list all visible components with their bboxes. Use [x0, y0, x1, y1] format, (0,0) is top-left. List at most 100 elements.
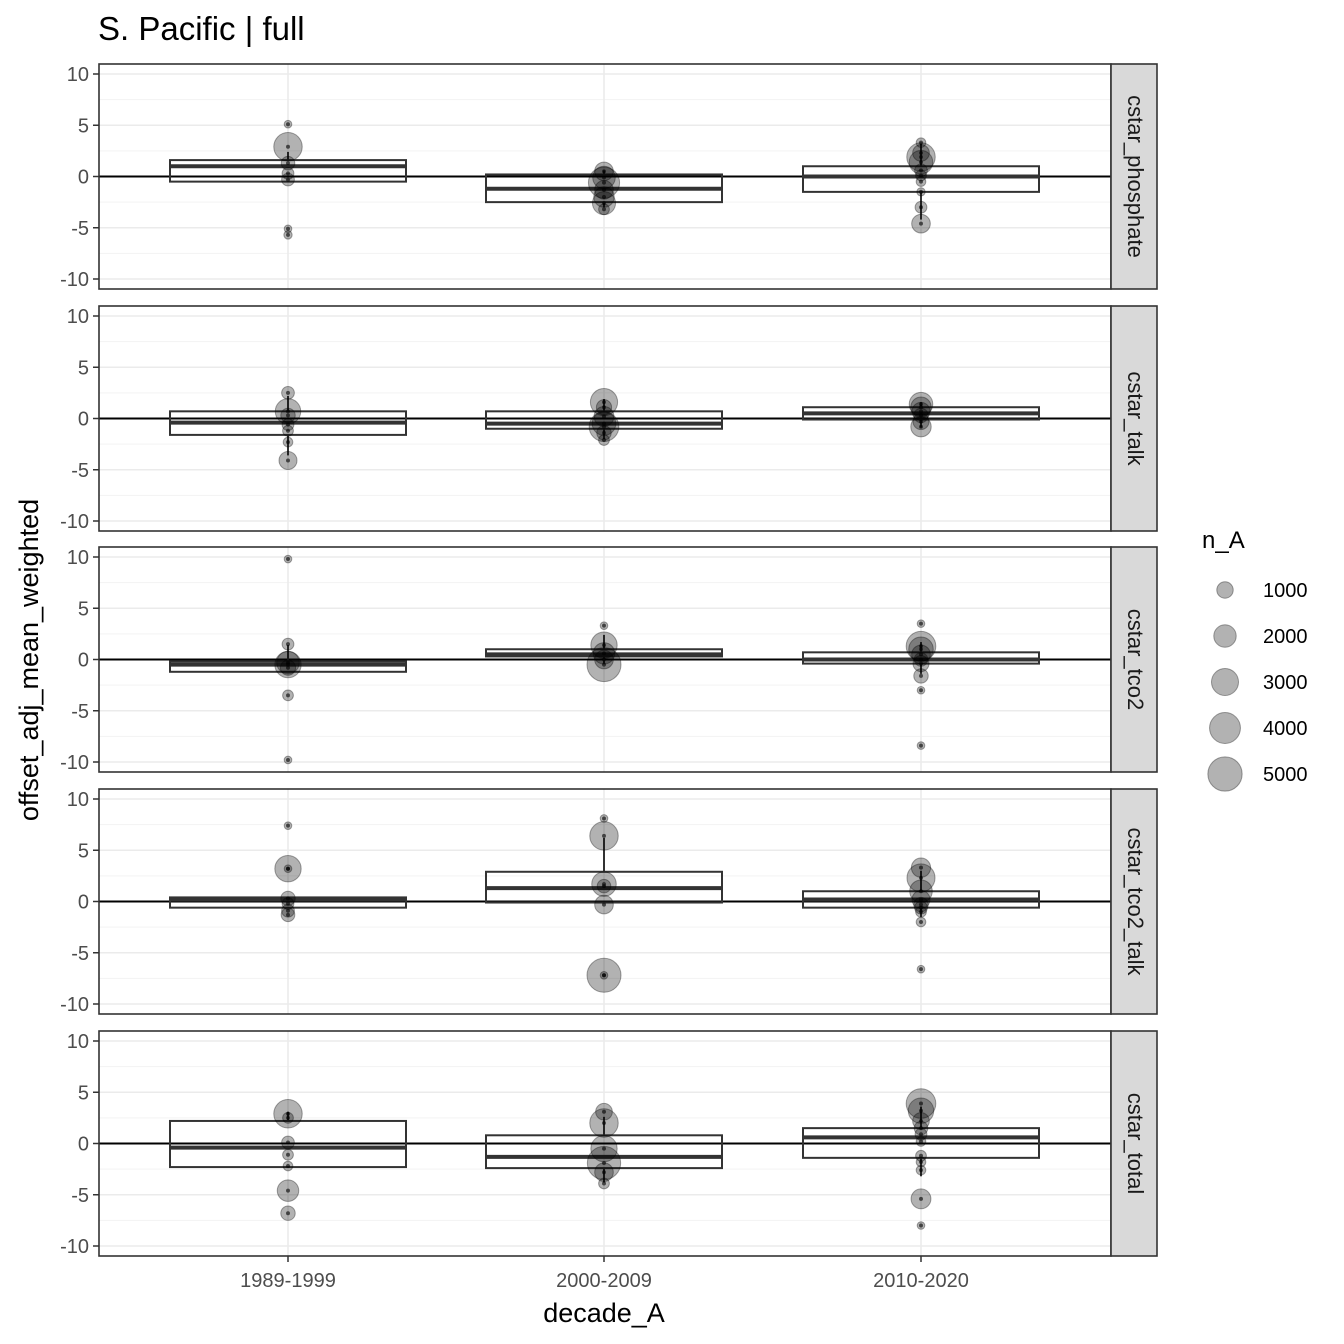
data-point-center	[919, 1101, 923, 1106]
data-point-center	[286, 557, 290, 562]
data-point-center	[919, 1118, 923, 1123]
data-point-center	[602, 657, 606, 662]
data-point-center	[919, 1159, 923, 1164]
x-tick-label: 1989-1999	[240, 1270, 336, 1292]
data-point-center	[919, 189, 923, 194]
data-point-center	[286, 665, 290, 670]
data-point-center	[919, 1223, 923, 1228]
data-point-center	[602, 201, 606, 206]
y-tick-label: -10	[60, 994, 89, 1016]
legend-label: 3000	[1263, 672, 1308, 694]
y-tick-label: -5	[71, 701, 89, 723]
data-point-center	[286, 1115, 290, 1120]
data-point-center	[602, 195, 606, 199]
data-point-center	[919, 155, 923, 160]
legend-label: 5000	[1263, 764, 1308, 786]
y-axis-label: offset_adj_mean_weighted	[14, 499, 44, 821]
data-point-center	[919, 413, 923, 418]
box-rect	[169, 159, 407, 183]
data-point-center	[919, 168, 923, 173]
data-point-center	[286, 693, 290, 698]
facet-strip	[1110, 63, 1158, 290]
data-point-center	[602, 180, 606, 185]
box-1989-1999	[169, 151, 407, 183]
data-point-center	[602, 623, 606, 628]
data-point-center	[602, 1109, 606, 1114]
data-point-center	[919, 688, 923, 693]
data-point-center	[286, 458, 290, 463]
y-tick-label: 0	[78, 650, 89, 672]
y-tick-label: -5	[71, 460, 89, 482]
box-rect	[485, 410, 723, 430]
data-point-center	[286, 1211, 290, 1216]
data-point-center	[602, 187, 606, 192]
data-point-center	[919, 905, 923, 910]
y-tick-label: 10	[67, 547, 89, 569]
data-point-center	[602, 400, 606, 405]
data-point-center	[602, 1181, 606, 1186]
data-point-center	[919, 673, 923, 678]
data-point-center	[919, 1108, 923, 1113]
data-point-center	[919, 1153, 923, 1158]
facet-panel-cstar_phosphate: 10 5 0 -5 -10 cstar_phosphate	[60, 63, 1158, 291]
data-point-center	[286, 144, 290, 149]
data-point-center	[919, 173, 923, 178]
data-point-center	[286, 866, 290, 871]
data-point-center	[286, 177, 290, 182]
y-tick-label: 10	[67, 1031, 89, 1053]
facet-strip-label: cstar_tco2_talk	[1123, 828, 1148, 977]
legend: n_A 1000 2000 3000 4000 5000	[1202, 527, 1308, 792]
data-point-center	[602, 884, 606, 889]
y-tick-label: 5	[78, 840, 89, 862]
legend-key	[1216, 581, 1234, 599]
data-point-center	[919, 920, 923, 924]
data-point-center	[919, 1126, 923, 1131]
data-point-center	[919, 179, 923, 184]
y-tick-label: 0	[78, 1134, 89, 1156]
data-point-center	[286, 1164, 290, 1169]
chart-title: S. Pacific | full	[98, 10, 305, 47]
data-point-center	[919, 409, 923, 414]
data-point-center	[602, 662, 606, 667]
y-tick-label: 5	[78, 598, 89, 620]
data-point-center	[602, 1170, 606, 1175]
legend-key	[1213, 624, 1237, 648]
data-point-center	[602, 414, 606, 419]
data-point-center	[919, 661, 923, 666]
data-point-center	[286, 232, 290, 237]
data-point-center	[286, 122, 290, 127]
legend-label: 2000	[1263, 626, 1308, 648]
data-point-center	[602, 424, 606, 429]
data-point-center	[286, 662, 290, 667]
y-tick-label: 0	[78, 167, 89, 189]
data-point-center	[919, 865, 923, 870]
data-point-center	[286, 161, 290, 166]
box-2000-2009	[485, 837, 723, 904]
facet-strip-label: cstar_total	[1123, 1093, 1148, 1195]
y-tick-label: -5	[71, 943, 89, 965]
data-point-center	[602, 421, 606, 426]
data-point-center	[602, 1160, 606, 1165]
data-point-center	[286, 1111, 290, 1116]
data-point-center	[919, 1139, 923, 1144]
legend-key	[1210, 667, 1240, 697]
data-point-center	[919, 875, 923, 880]
data-point-center	[919, 221, 923, 226]
y-tick-label: 5	[78, 115, 89, 137]
data-point-center	[919, 644, 923, 649]
data-point-center	[286, 409, 290, 414]
data-point-center	[602, 833, 606, 838]
box-rect	[485, 1134, 723, 1170]
data-point-center	[602, 902, 606, 907]
data-point-center	[286, 1152, 290, 1157]
y-tick-label: 0	[78, 409, 89, 431]
data-point-center	[919, 897, 923, 902]
facet-strip-label: cstar_phosphate	[1123, 95, 1148, 258]
data-point-center	[602, 207, 606, 212]
data-point-center	[919, 419, 923, 424]
data-point-center	[919, 967, 923, 972]
y-tick-label: 0	[78, 892, 89, 914]
y-tick-label: 10	[67, 789, 89, 811]
data-point-center	[602, 169, 606, 174]
